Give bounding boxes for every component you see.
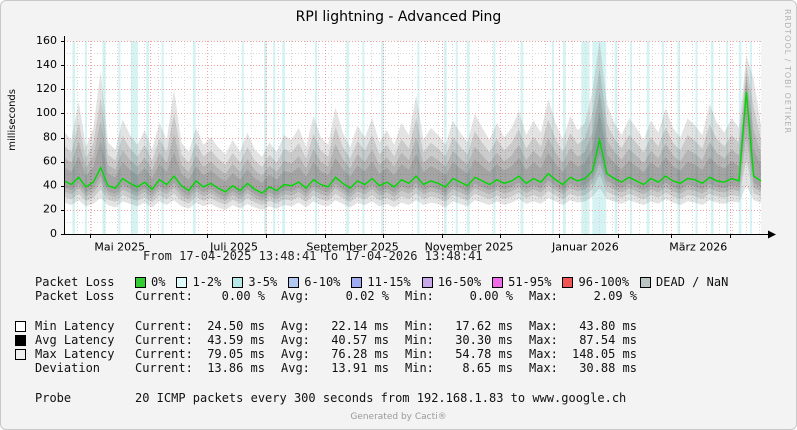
stat-key-min: Min: bbox=[405, 333, 434, 347]
stat-value-max: 148.05 ms bbox=[571, 347, 637, 361]
series-swatch-max bbox=[15, 348, 26, 360]
loss-item-1-2pct: 1-2% bbox=[176, 275, 221, 289]
loss-item-11-15pct: 11-15% bbox=[351, 275, 411, 289]
stat-value-current: 43.59 ms bbox=[207, 333, 265, 347]
loss-item-6-10pct: 6-10% bbox=[288, 275, 340, 289]
stat-value-avg: 13.91 ms bbox=[331, 361, 389, 375]
stat-value-min: 8.65 ms bbox=[462, 361, 513, 375]
stat-value-avg: 40.57 ms bbox=[331, 333, 389, 347]
stat-value-current: 13.86 ms bbox=[207, 361, 265, 375]
stat-key-current: Current: bbox=[135, 361, 193, 375]
loss-item-51-95pct: 51-95% bbox=[492, 275, 551, 289]
stat-value-max: 2.09 % bbox=[593, 289, 637, 303]
stat-value-max: 43.80 ms bbox=[579, 319, 637, 333]
stat-value-max: 30.88 ms bbox=[579, 361, 637, 375]
loss-item-96-100pct: 96-100% bbox=[562, 275, 629, 289]
stat-label: Min Latency bbox=[35, 319, 115, 333]
loss-color-items: 0% 1-2% 3-5% 6-10% 11-15% 16-50% 51-95% … bbox=[135, 275, 739, 289]
stat-value-current: 79.05 ms bbox=[207, 347, 265, 361]
stat-key-min: Min: bbox=[405, 319, 434, 333]
stat-row-deviation: Deviation Current: 13.86 ms Avg: 13.91 ms … bbox=[15, 361, 788, 375]
generated-by-cacti: Generated by Cacti® bbox=[350, 412, 447, 422]
loss-swatch-icon bbox=[640, 276, 652, 288]
loss-label: 3-5% bbox=[248, 275, 278, 289]
stat-label: Deviation bbox=[35, 361, 101, 375]
stat-key-avg: Avg: bbox=[281, 347, 310, 361]
stat-value-avg: 0.02 % bbox=[345, 289, 389, 303]
loss-label: 16-50% bbox=[437, 275, 482, 289]
stat-row-min-latency: Min Latency Current: 24.50 ms Avg: 22.14 m… bbox=[15, 319, 788, 333]
loss-swatch-icon bbox=[421, 276, 433, 288]
plot-canvas bbox=[1, 1, 796, 261]
stat-key-current: Current: bbox=[135, 347, 193, 361]
loss-label: 11-15% bbox=[367, 275, 411, 289]
stat-key-avg: Avg: bbox=[281, 289, 310, 303]
stat-label: Max Latency bbox=[35, 347, 115, 361]
loss-swatch-icon bbox=[492, 276, 504, 288]
stat-key-avg: Avg: bbox=[281, 361, 310, 375]
probe-text: 20 ICMP packets every 300 seconds from 1… bbox=[135, 391, 627, 405]
stat-key-current: Current: bbox=[135, 289, 193, 303]
loss-item-0pct: 0% bbox=[135, 275, 165, 289]
swatch-spacer bbox=[15, 277, 26, 288]
stat-value-min: 17.62 ms bbox=[455, 319, 513, 333]
loss-label: DEAD / NaN bbox=[656, 275, 729, 289]
loss-label: 51-95% bbox=[508, 275, 552, 289]
stat-row-packet-loss: Packet Loss Current: 0.00 % Avg: 0.02 % Mi… bbox=[15, 289, 788, 303]
loss-swatch-icon bbox=[288, 276, 300, 288]
stat-row-avg-latency: Avg Latency Current: 43.59 ms Avg: 40.57 m… bbox=[15, 333, 788, 347]
loss-swatch-icon bbox=[562, 276, 574, 288]
loss-swatch-icon bbox=[351, 276, 363, 288]
loss-label: 6-10% bbox=[304, 275, 341, 289]
stat-label: Avg Latency bbox=[35, 333, 115, 347]
loss-item-dead-nan: DEAD / NaN bbox=[640, 275, 728, 289]
stat-row-max-latency: Max Latency Current: 79.05 ms Avg: 76.28 m… bbox=[15, 347, 788, 361]
stat-value-min: 0.00 % bbox=[469, 289, 513, 303]
stat-value-current: 0.00 % bbox=[221, 289, 265, 303]
series-swatch bbox=[15, 363, 26, 374]
stat-key-max: Max: bbox=[529, 361, 558, 375]
loss-item-16-50pct: 16-50% bbox=[421, 275, 482, 289]
packet-loss-legend-title: Packet Loss bbox=[35, 275, 115, 289]
stat-key-max: Max: bbox=[529, 347, 558, 361]
stat-value-avg: 22.14 ms bbox=[331, 319, 389, 333]
stat-value-min: 54.78 ms bbox=[455, 347, 513, 361]
stat-key-avg: Avg: bbox=[281, 333, 310, 347]
legend-block: Packet Loss 0% 1-2% 3-5% 6-10% 11-15% 16… bbox=[15, 275, 788, 405]
loss-swatch-icon bbox=[135, 276, 146, 288]
stat-key-max: Max: bbox=[529, 319, 558, 333]
stat-key-current: Current: bbox=[135, 333, 193, 347]
swatch-spacer bbox=[15, 393, 26, 404]
series-swatch bbox=[15, 291, 26, 302]
probe-label: Probe bbox=[35, 391, 72, 405]
stat-key-current: Current: bbox=[135, 319, 193, 333]
stat-key-min: Min: bbox=[405, 289, 434, 303]
stat-label: Packet Loss bbox=[35, 289, 115, 303]
stat-key-avg: Avg: bbox=[281, 319, 310, 333]
stat-value-avg: 76.28 ms bbox=[331, 347, 389, 361]
stat-value-current: 24.50 ms bbox=[207, 319, 265, 333]
loss-label: 1-2% bbox=[192, 275, 222, 289]
stat-key-min: Min: bbox=[405, 347, 434, 361]
packet-loss-color-legend: Packet Loss 0% 1-2% 3-5% 6-10% 11-15% 16… bbox=[15, 275, 788, 289]
series-swatch-min bbox=[15, 320, 26, 332]
stat-key-min: Min: bbox=[405, 361, 434, 375]
loss-label: 96-100% bbox=[578, 275, 630, 289]
stat-key-max: Max: bbox=[529, 333, 558, 347]
loss-label: 0% bbox=[151, 275, 166, 289]
series-swatch-avg bbox=[15, 334, 26, 346]
loss-item-3-5pct: 3-5% bbox=[232, 275, 277, 289]
time-range-text: From 17-04-2025 13:48:41 To 17-04-2026 1… bbox=[143, 249, 483, 263]
stat-key-max: Max: bbox=[529, 289, 558, 303]
stat-value-max: 87.54 ms bbox=[579, 333, 637, 347]
probe-row: Probe 20 ICMP packets every 300 seconds … bbox=[15, 391, 788, 405]
stat-value-min: 30.30 ms bbox=[455, 333, 513, 347]
loss-swatch-icon bbox=[232, 276, 244, 288]
loss-swatch-icon bbox=[176, 276, 188, 288]
